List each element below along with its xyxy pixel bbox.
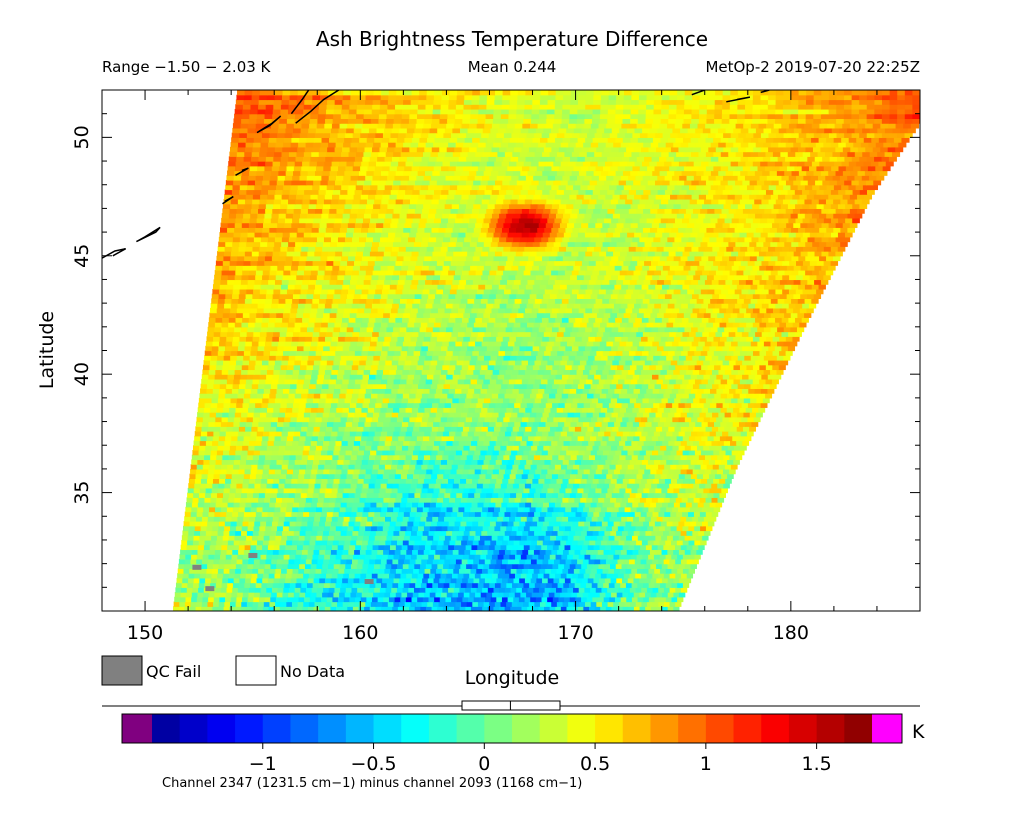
colorbar-segment [539,714,568,743]
colorbar-tick-label: 0.5 [580,753,610,775]
colorbar-below-swatch [122,714,152,743]
colorbar-segment [290,714,319,743]
legend: QC Fail No Data [101,655,345,686]
source-label: MetOp-2 2019-07-20 22:25Z [705,58,920,76]
range-indicator [461,700,561,711]
colorbar-above-swatch [872,714,902,743]
colorbar-segment [678,714,707,743]
x-axis-label: Longitude [465,667,560,689]
legend-swatch-no-data [235,655,277,686]
y-tick-label: 50 [71,125,93,149]
colorbar-tick-label: 1.5 [802,753,832,775]
colorbar-segment [179,714,208,743]
coastline [102,90,770,259]
y-axis-label: Latitude [36,311,58,389]
colorbar-segment [761,714,790,743]
plot-area: 150 160 170 180 35 40 45 50 [71,89,921,644]
colorbar-tick-label: 0 [478,753,490,775]
range-label: Range −1.50 − 2.03 K [102,58,272,76]
colorbar-segment [816,714,845,743]
y-tick-label: 40 [71,362,93,386]
colorbar-segment [567,714,596,743]
colorbar-segment [788,714,818,743]
legend-label-qc-fail: QC Fail [146,662,201,681]
colorbar-caption: Channel 2347 (1231.5 cm−1) minus channel… [162,776,582,791]
colorbar-segment [401,714,430,743]
colorbar-segment [650,714,679,743]
colorbar-segment [733,714,762,743]
colorbar-segment [844,714,873,743]
colorbar-segment [484,714,513,743]
colorbar-tick-label: −1 [249,753,277,775]
colorbar-segment [207,714,236,743]
colorbar-segment [373,714,402,743]
colorbar-segment [595,714,624,743]
axis-ticks: 150 160 170 180 35 40 45 50 [71,89,921,644]
y-tick-label: 45 [71,244,93,268]
colorbar-segment [622,714,651,743]
colorbar-frame [121,713,903,744]
x-tick-label: 160 [342,622,378,644]
range-box [461,700,561,711]
colorbar-tick-label: 1 [700,753,712,775]
chart-title: Ash Brightness Temperature Difference [316,27,708,51]
colorbar-segment [705,714,735,743]
x-tick-label: 170 [557,622,593,644]
colorbar-segment [428,714,458,743]
colorbar-segment [235,714,264,743]
colorbar-segment [318,714,347,743]
colorbar [121,713,903,744]
colorbar-unit: K [912,721,925,743]
colorbar-ticks: −1 −0.5 0 0.5 1 1.5 [249,743,832,775]
colorbar-segment [262,714,291,743]
x-tick-label: 150 [127,622,163,644]
colorbar-tick-label: −0.5 [350,753,396,775]
legend-label-no-data: No Data [280,662,345,681]
colorbar-segment [456,714,485,743]
mean-label: Mean 0.244 [468,58,557,76]
colorbar-segment [152,714,181,743]
y-tick-label: 35 [71,480,93,504]
legend-swatch-qc-fail [101,655,143,686]
x-tick-label: 180 [773,622,809,644]
colorbar-segment [512,714,541,743]
colorbar-segment [345,714,375,743]
